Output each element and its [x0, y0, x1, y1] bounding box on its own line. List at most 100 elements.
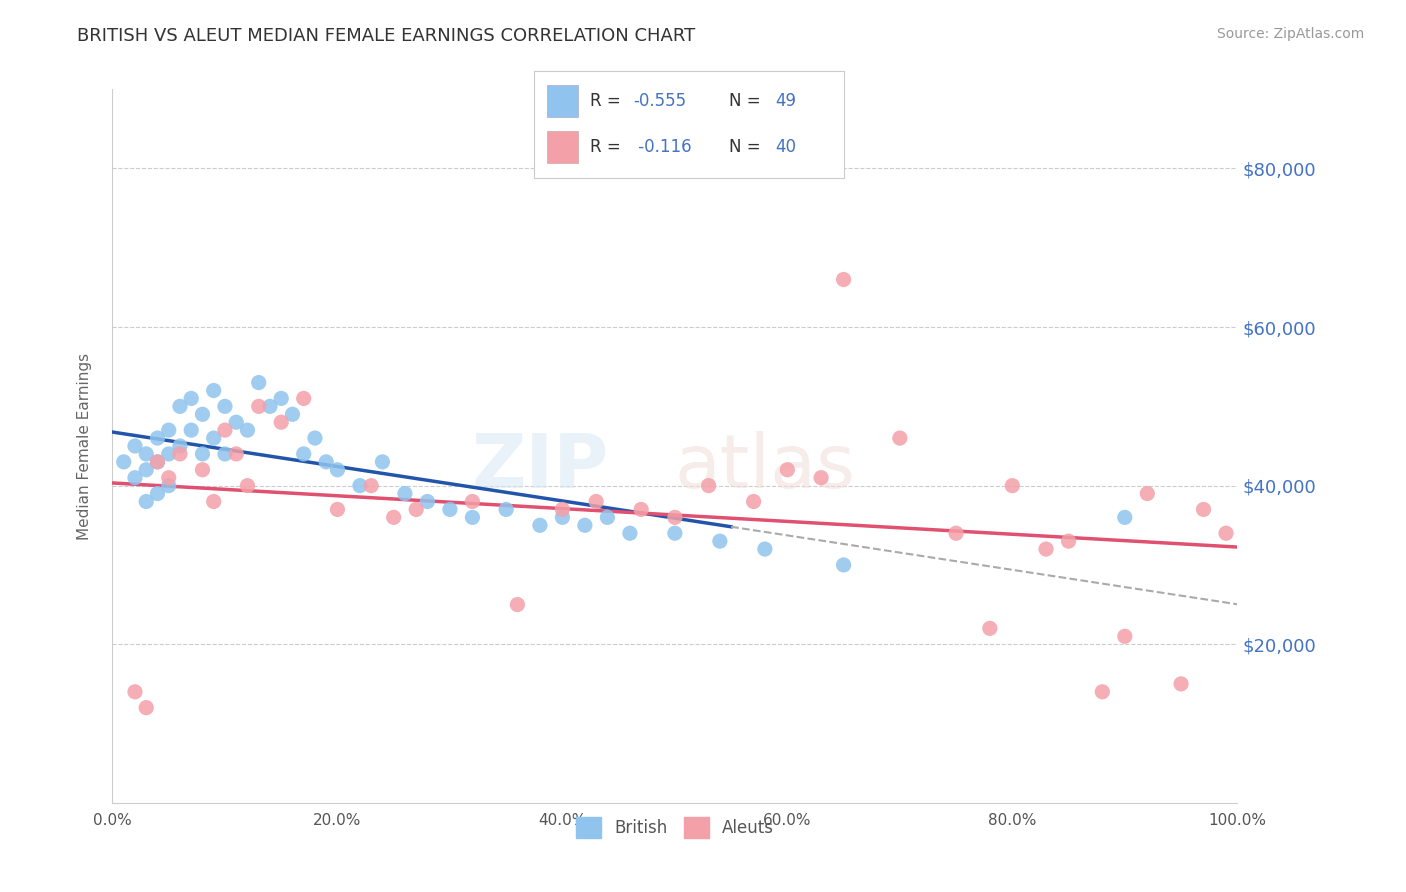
- Point: [146, 431, 169, 445]
- Point: [202, 494, 225, 508]
- Point: [191, 463, 214, 477]
- Text: R =: R =: [591, 93, 626, 111]
- Point: [135, 463, 157, 477]
- Text: ZIP: ZIP: [471, 431, 609, 504]
- Point: [754, 542, 776, 557]
- Y-axis label: Median Female Earnings: Median Female Earnings: [77, 352, 91, 540]
- Point: [214, 447, 236, 461]
- Point: [214, 423, 236, 437]
- Point: [270, 392, 292, 406]
- Point: [135, 494, 157, 508]
- Point: [776, 463, 799, 477]
- Point: [169, 439, 191, 453]
- Point: [529, 518, 551, 533]
- Point: [574, 518, 596, 533]
- Text: Source: ZipAtlas.com: Source: ZipAtlas.com: [1216, 27, 1364, 41]
- Point: [979, 621, 1001, 635]
- Point: [214, 400, 236, 414]
- Point: [259, 400, 281, 414]
- Point: [304, 431, 326, 445]
- Point: [1035, 542, 1057, 557]
- FancyBboxPatch shape: [547, 86, 578, 118]
- Point: [1057, 534, 1080, 549]
- Point: [326, 463, 349, 477]
- Point: [461, 494, 484, 508]
- Point: [191, 447, 214, 461]
- Point: [619, 526, 641, 541]
- Point: [405, 502, 427, 516]
- Point: [292, 392, 315, 406]
- Point: [191, 407, 214, 421]
- Point: [1001, 478, 1024, 492]
- Point: [247, 376, 270, 390]
- Point: [146, 455, 169, 469]
- Point: [157, 471, 180, 485]
- Point: [439, 502, 461, 516]
- Point: [292, 447, 315, 461]
- Text: N =: N =: [730, 138, 766, 156]
- Point: [225, 415, 247, 429]
- Point: [1215, 526, 1237, 541]
- Point: [1192, 502, 1215, 516]
- Point: [180, 423, 202, 437]
- Point: [832, 558, 855, 572]
- Point: [225, 447, 247, 461]
- Text: -0.555: -0.555: [633, 93, 686, 111]
- Point: [506, 598, 529, 612]
- Point: [112, 455, 135, 469]
- Point: [157, 423, 180, 437]
- Point: [157, 447, 180, 461]
- Point: [247, 400, 270, 414]
- Point: [551, 510, 574, 524]
- Point: [135, 700, 157, 714]
- Point: [1114, 629, 1136, 643]
- Text: BRITISH VS ALEUT MEDIAN FEMALE EARNINGS CORRELATION CHART: BRITISH VS ALEUT MEDIAN FEMALE EARNINGS …: [77, 27, 696, 45]
- Point: [585, 494, 607, 508]
- Point: [169, 400, 191, 414]
- Point: [1091, 685, 1114, 699]
- Point: [416, 494, 439, 508]
- Point: [360, 478, 382, 492]
- Point: [832, 272, 855, 286]
- Point: [697, 478, 720, 492]
- Point: [945, 526, 967, 541]
- Point: [202, 431, 225, 445]
- Point: [236, 423, 259, 437]
- Point: [495, 502, 517, 516]
- Point: [135, 447, 157, 461]
- Point: [124, 685, 146, 699]
- Point: [146, 455, 169, 469]
- Point: [630, 502, 652, 516]
- Text: R =: R =: [591, 138, 626, 156]
- Point: [315, 455, 337, 469]
- Text: -0.116: -0.116: [633, 138, 692, 156]
- Point: [596, 510, 619, 524]
- Legend: British, Aleuts: British, Aleuts: [569, 811, 780, 845]
- Point: [551, 502, 574, 516]
- Point: [270, 415, 292, 429]
- Point: [1170, 677, 1192, 691]
- Point: [349, 478, 371, 492]
- Point: [371, 455, 394, 469]
- Text: 49: 49: [776, 93, 797, 111]
- Point: [326, 502, 349, 516]
- Point: [146, 486, 169, 500]
- Point: [382, 510, 405, 524]
- Point: [709, 534, 731, 549]
- Point: [742, 494, 765, 508]
- Point: [281, 407, 304, 421]
- Point: [394, 486, 416, 500]
- Point: [124, 439, 146, 453]
- Point: [180, 392, 202, 406]
- Point: [157, 478, 180, 492]
- Point: [810, 471, 832, 485]
- Point: [1114, 510, 1136, 524]
- Point: [461, 510, 484, 524]
- Point: [664, 510, 686, 524]
- Point: [169, 447, 191, 461]
- Point: [889, 431, 911, 445]
- Point: [1136, 486, 1159, 500]
- Text: 40: 40: [776, 138, 797, 156]
- Point: [664, 526, 686, 541]
- Text: N =: N =: [730, 93, 766, 111]
